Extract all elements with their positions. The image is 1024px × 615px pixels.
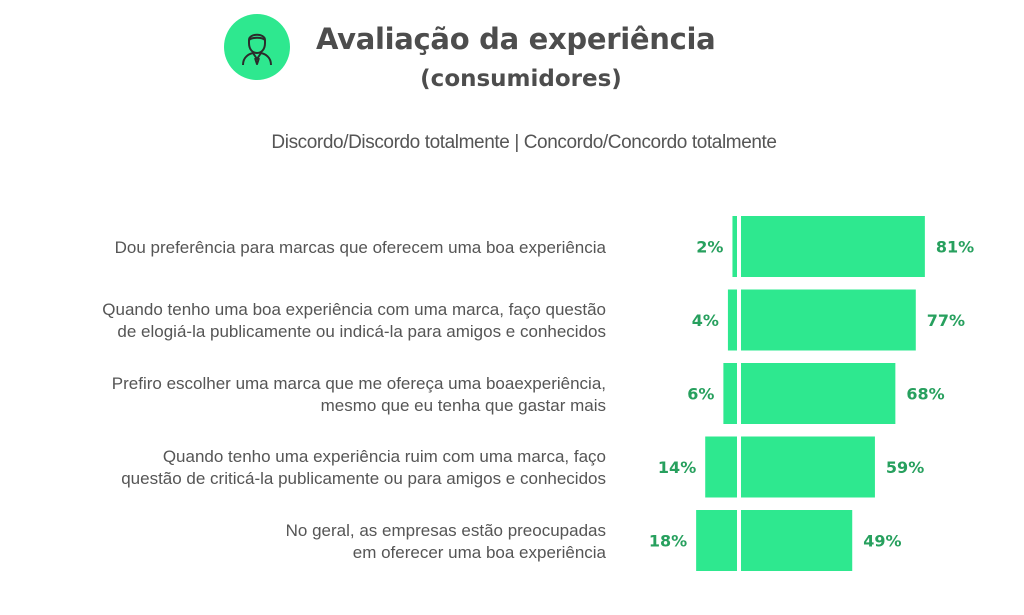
bar-agree xyxy=(741,216,925,277)
category-label: Quando tenho uma experiência ruim com um… xyxy=(6,446,606,490)
person-icon-badge xyxy=(224,14,290,80)
value-label-agree: 68% xyxy=(906,385,944,404)
category-label-line: Prefiro escolher uma marca que me ofereç… xyxy=(111,373,606,393)
page-subtitle: (consumidores) xyxy=(420,66,622,92)
category-label-line: Quando tenho uma boa experiência com uma… xyxy=(102,300,606,319)
bar-disagree xyxy=(723,363,737,424)
value-label-agree: 49% xyxy=(863,532,901,551)
value-label-disagree: 14% xyxy=(658,458,696,477)
bar-agree xyxy=(741,510,853,571)
category-label: Prefiro escolher uma marca que me ofereç… xyxy=(6,373,606,417)
category-label-line: No geral, as empresas estão preocupadas xyxy=(285,520,606,540)
value-label-agree: 77% xyxy=(927,311,965,330)
bar-disagree xyxy=(696,510,737,571)
value-label-disagree: 2% xyxy=(696,238,723,257)
category-label-line: em oferecer uma boa experiência xyxy=(352,542,606,562)
bar-agree xyxy=(741,436,875,498)
value-label-disagree: 6% xyxy=(687,385,714,404)
category-label-line: Quando tenho uma experiência ruim com um… xyxy=(162,447,606,466)
category-label-line: Dou preferência para marcas que oferecem… xyxy=(114,237,606,257)
bar-disagree xyxy=(727,289,737,351)
chart-legend: Discordo/Discordo totalmente | Concordo/… xyxy=(271,132,777,153)
category-label-line: questão de criticá-la publicamente ou pa… xyxy=(121,469,606,488)
bar-agree xyxy=(741,363,896,424)
category-label: Dou preferência para marcas que oferecem… xyxy=(6,237,606,259)
category-label-line: mesmo que eu tenha que gastar mais xyxy=(320,395,606,415)
bar-disagree xyxy=(705,436,737,498)
category-label: Quando tenho uma boa experiência com uma… xyxy=(6,299,606,343)
value-label-disagree: 18% xyxy=(649,532,687,551)
category-label-line: de elogiá-la publicamente ou indicá-la p… xyxy=(117,322,606,341)
person-icon xyxy=(242,33,272,66)
value-label-disagree: 4% xyxy=(692,311,719,330)
category-label: No geral, as empresas estão preocupadas e… xyxy=(6,520,606,564)
bar-disagree xyxy=(732,216,737,277)
value-label-agree: 59% xyxy=(886,458,924,477)
bar-agree xyxy=(741,289,916,351)
header: Avaliação da experiência (consumidores) xyxy=(0,0,1024,110)
page-title: Avaliação da experiência xyxy=(316,22,716,56)
value-label-agree: 81% xyxy=(936,238,974,257)
